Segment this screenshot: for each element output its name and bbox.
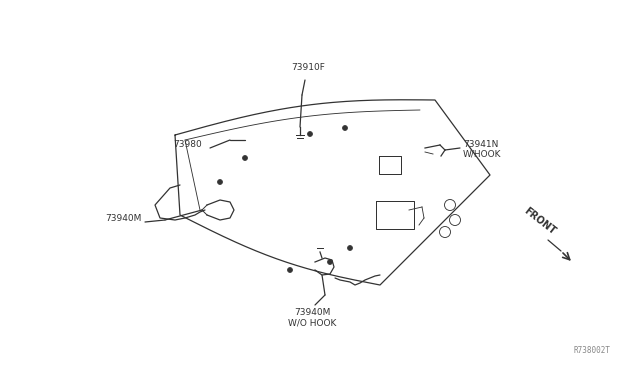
Text: W/HOOK: W/HOOK	[463, 150, 502, 158]
Text: 73910F: 73910F	[291, 63, 325, 72]
Text: W/O HOOK: W/O HOOK	[288, 318, 336, 327]
Text: 73940M: 73940M	[294, 308, 330, 317]
Text: 73941N: 73941N	[463, 140, 499, 148]
Circle shape	[328, 260, 333, 264]
Text: 73980: 73980	[173, 140, 202, 148]
Text: FRONT: FRONT	[522, 206, 557, 237]
Text: 73940M: 73940M	[106, 214, 142, 222]
Circle shape	[287, 267, 292, 273]
Circle shape	[243, 155, 248, 160]
Circle shape	[218, 180, 223, 185]
Circle shape	[342, 125, 348, 131]
Text: R738002T: R738002T	[573, 346, 610, 355]
Circle shape	[348, 246, 353, 250]
Circle shape	[307, 131, 312, 137]
